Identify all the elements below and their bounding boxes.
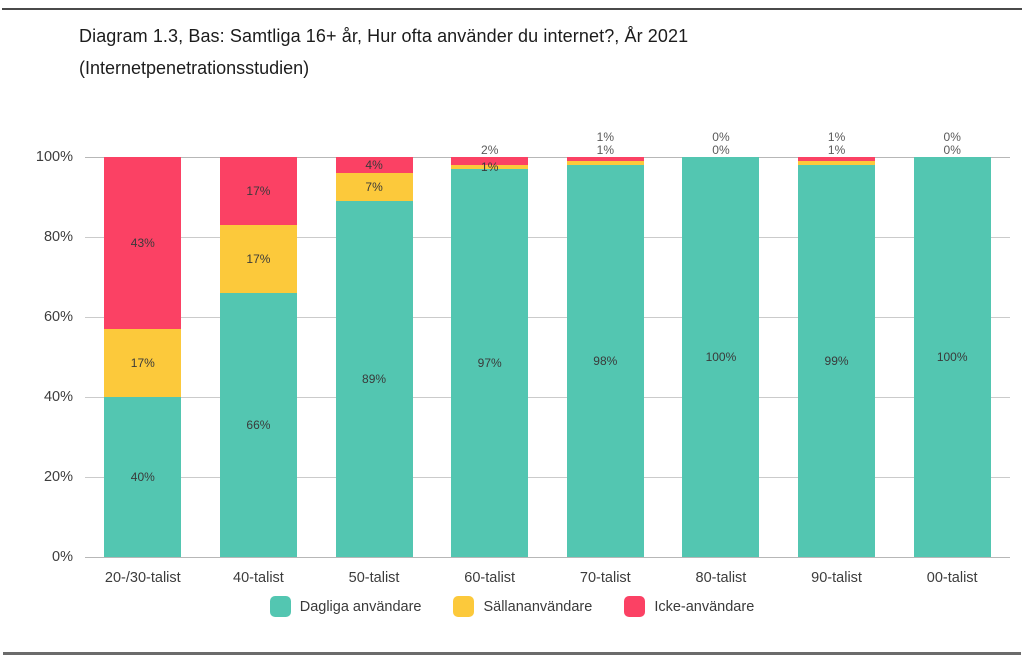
legend-swatch xyxy=(624,596,646,617)
bar-segment xyxy=(798,164,876,557)
bar-value-label: 0% xyxy=(943,143,961,157)
x-axis-label: 40-talist xyxy=(233,570,284,586)
legend-label: Sällananvändare xyxy=(483,598,593,615)
bar-value-label: 0% xyxy=(712,143,730,157)
bar-segment xyxy=(335,201,413,557)
y-tick-label: 0% xyxy=(52,549,73,565)
gridline xyxy=(85,556,1010,558)
bar-value-label: 0% xyxy=(712,130,730,144)
bar-segment xyxy=(104,397,182,557)
x-axis-label: 20-/30-talist xyxy=(104,570,181,586)
bar-segment xyxy=(451,169,529,557)
bar-value-label: 100% xyxy=(705,350,737,364)
chart-subtitle: (Internetpenetrationsstudien) xyxy=(79,58,310,78)
gridline xyxy=(85,156,1010,158)
bar-value-label: 1% xyxy=(827,143,846,157)
bar-value-label: 1% xyxy=(481,160,499,174)
bar-value-label: 4% xyxy=(365,158,383,172)
gridline xyxy=(85,476,1010,478)
bar-segment xyxy=(451,157,529,165)
bar-segment xyxy=(566,157,644,161)
bar-segment xyxy=(798,160,876,165)
x-axis-label: 00-talist xyxy=(926,570,978,586)
x-axis-label: 90-talist xyxy=(811,570,862,586)
y-tick-label: 60% xyxy=(43,309,73,325)
y-tick-label: 100% xyxy=(35,149,73,165)
bar-value-label: 89% xyxy=(362,372,387,386)
bar-value-label: 99% xyxy=(824,353,849,368)
bar-value-label: 2% xyxy=(481,143,499,157)
bar-segment xyxy=(335,157,413,173)
bar-segment xyxy=(335,173,413,201)
bar-value-label: 40% xyxy=(130,470,155,484)
bar-value-label: 7% xyxy=(365,180,383,194)
chart-title: Diagram 1.3, Bas: Samtliga 16+ år, Hur o… xyxy=(79,26,689,46)
x-axis-label: 70-talist xyxy=(579,570,631,586)
bar-segment xyxy=(219,293,297,557)
bar-segment xyxy=(219,225,297,293)
legend-swatch xyxy=(453,596,475,617)
legend-label: Icke-användare xyxy=(654,598,755,615)
bar-value-label: 1% xyxy=(596,143,614,157)
gridline xyxy=(85,236,1010,238)
legend-item: Sällananvändare xyxy=(453,596,592,617)
bar-segment xyxy=(566,161,644,165)
x-axis-label: 60-talist xyxy=(464,570,516,586)
bar-value-label: 0% xyxy=(943,130,961,144)
legend-item: Icke-användare xyxy=(624,596,754,617)
bar-value-label: 97% xyxy=(477,356,502,370)
chart-legend: Dagliga användare Sällananvändare Icke-anv… xyxy=(0,596,1024,617)
bar-segment xyxy=(913,157,991,557)
y-tick-label: 20% xyxy=(43,469,73,485)
bar-segment xyxy=(798,157,876,161)
bar-value-label: 17% xyxy=(246,252,271,266)
bar-value-label: 1% xyxy=(827,130,846,144)
gridline xyxy=(85,396,1010,398)
bottom-divider xyxy=(3,652,1021,655)
y-tick-label: 40% xyxy=(43,389,73,405)
legend-swatch xyxy=(269,596,291,617)
legend-label: Dagliga användare xyxy=(299,598,422,615)
bar-segment xyxy=(219,157,297,225)
bar-value-label: 100% xyxy=(936,350,968,364)
legend-item: Dagliga användare xyxy=(269,596,422,617)
y-tick-label: 80% xyxy=(43,229,73,245)
bar-segment xyxy=(451,165,529,169)
bar-segment xyxy=(104,329,182,397)
top-divider xyxy=(2,8,1022,10)
x-axis-label: 50-talist xyxy=(348,570,400,586)
bar-segment xyxy=(104,157,182,329)
bar-value-label: 98% xyxy=(593,354,618,368)
bar-value-label: 17% xyxy=(246,184,271,198)
bar-value-label: 17% xyxy=(130,356,155,370)
x-axis-label: 80-talist xyxy=(695,570,747,586)
bar-value-label: 43% xyxy=(130,236,155,250)
bar-value-label: 66% xyxy=(246,418,271,432)
bar-value-label: 1% xyxy=(596,130,614,144)
bar-segment xyxy=(682,157,760,557)
bar-segment xyxy=(566,165,644,557)
gridline xyxy=(85,316,1010,318)
